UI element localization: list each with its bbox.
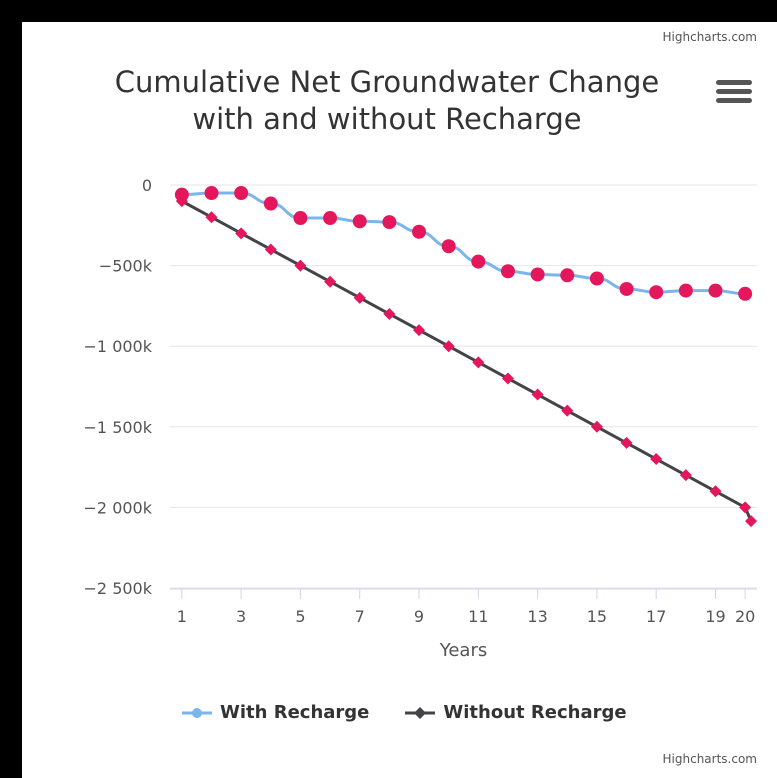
context-menu-icon[interactable] [716, 80, 752, 110]
without-recharge-point [264, 243, 277, 256]
with-recharge-point [412, 224, 427, 239]
x-tick-label: 11 [468, 607, 488, 626]
x-tick-label: 19 [705, 607, 725, 626]
with-recharge-point [649, 285, 664, 300]
with-recharge-point [619, 281, 634, 296]
chart-title: Cumulative Net Groundwater Change with a… [114, 65, 660, 136]
y-tick-label: −2 000k [84, 498, 153, 517]
without-recharge-point [531, 388, 544, 401]
x-tick-label: 1 [177, 607, 187, 626]
credits-top[interactable]: Highcharts.com [662, 30, 757, 44]
x-tick-label: 20 [735, 607, 755, 626]
without-recharge-point [294, 259, 307, 272]
legend: With Recharge Without Recharge [182, 702, 627, 723]
with-recharge-point [500, 264, 515, 279]
without-recharge-point [472, 356, 485, 369]
without-recharge-point [413, 324, 426, 337]
legend-label-with-recharge: With Recharge [220, 702, 370, 723]
with-recharge-point [234, 186, 249, 201]
with-recharge-point [708, 283, 723, 298]
with-recharge-point [323, 211, 338, 226]
x-tick-label: 5 [295, 607, 305, 626]
x-tick-label: 13 [527, 607, 547, 626]
with-recharge-point [352, 214, 367, 229]
with-recharge-point [441, 239, 456, 254]
without-recharge-point [561, 404, 574, 417]
credits-bottom[interactable]: Highcharts.com [662, 752, 757, 766]
with-recharge-point [263, 196, 278, 211]
with-recharge-point [560, 268, 575, 283]
legend-symbol-with-recharge [182, 707, 212, 718]
without-recharge-point [679, 469, 692, 482]
without-recharge-point [442, 340, 455, 353]
with-recharge-point [293, 211, 308, 226]
without-recharge-point [650, 453, 663, 466]
y-tick-label: −1 000k [84, 337, 153, 356]
y-tick-label: −2 500k [84, 579, 153, 598]
y-tick-label: 0 [142, 176, 152, 195]
with-recharge-point [174, 187, 189, 202]
x-tick-label: 7 [355, 607, 365, 626]
legend-symbol-without-recharge [405, 706, 436, 719]
with-recharge-point [678, 283, 693, 298]
without-recharge-point [205, 211, 218, 224]
without-recharge-point [590, 420, 603, 433]
x-tick-label: 15 [587, 607, 607, 626]
without-recharge-point [709, 485, 722, 498]
without-recharge-point [353, 291, 366, 304]
legend-label-without-recharge: Without Recharge [443, 702, 627, 723]
x-tick-label: 9 [414, 607, 424, 626]
without-recharge-point [383, 307, 396, 320]
with-recharge-point [530, 267, 545, 282]
without-recharge-point [501, 372, 514, 385]
without-recharge-point [620, 436, 633, 449]
without-recharge-point [324, 275, 337, 288]
without-recharge-point [235, 227, 248, 240]
with-recharge-point [589, 271, 604, 286]
with-recharge-point [204, 186, 219, 201]
chart-container: Highcharts.com Cumulative Net Groundwate… [22, 22, 777, 778]
with-recharge-point [471, 254, 486, 269]
legend-item-without-recharge[interactable]: Without Recharge [405, 702, 627, 723]
y-tick-label: −500k [99, 257, 153, 276]
legend-item-with-recharge[interactable]: With Recharge [182, 702, 369, 723]
x-axis-title: Years [439, 640, 488, 661]
x-tick-label: 3 [236, 607, 246, 626]
y-tick-label: −1 500k [84, 418, 153, 437]
without-recharge-point [739, 501, 752, 514]
without-recharge-point [745, 515, 758, 528]
x-tick-label: 17 [646, 607, 666, 626]
with-recharge-point [738, 286, 753, 301]
with-recharge-point [382, 215, 397, 230]
